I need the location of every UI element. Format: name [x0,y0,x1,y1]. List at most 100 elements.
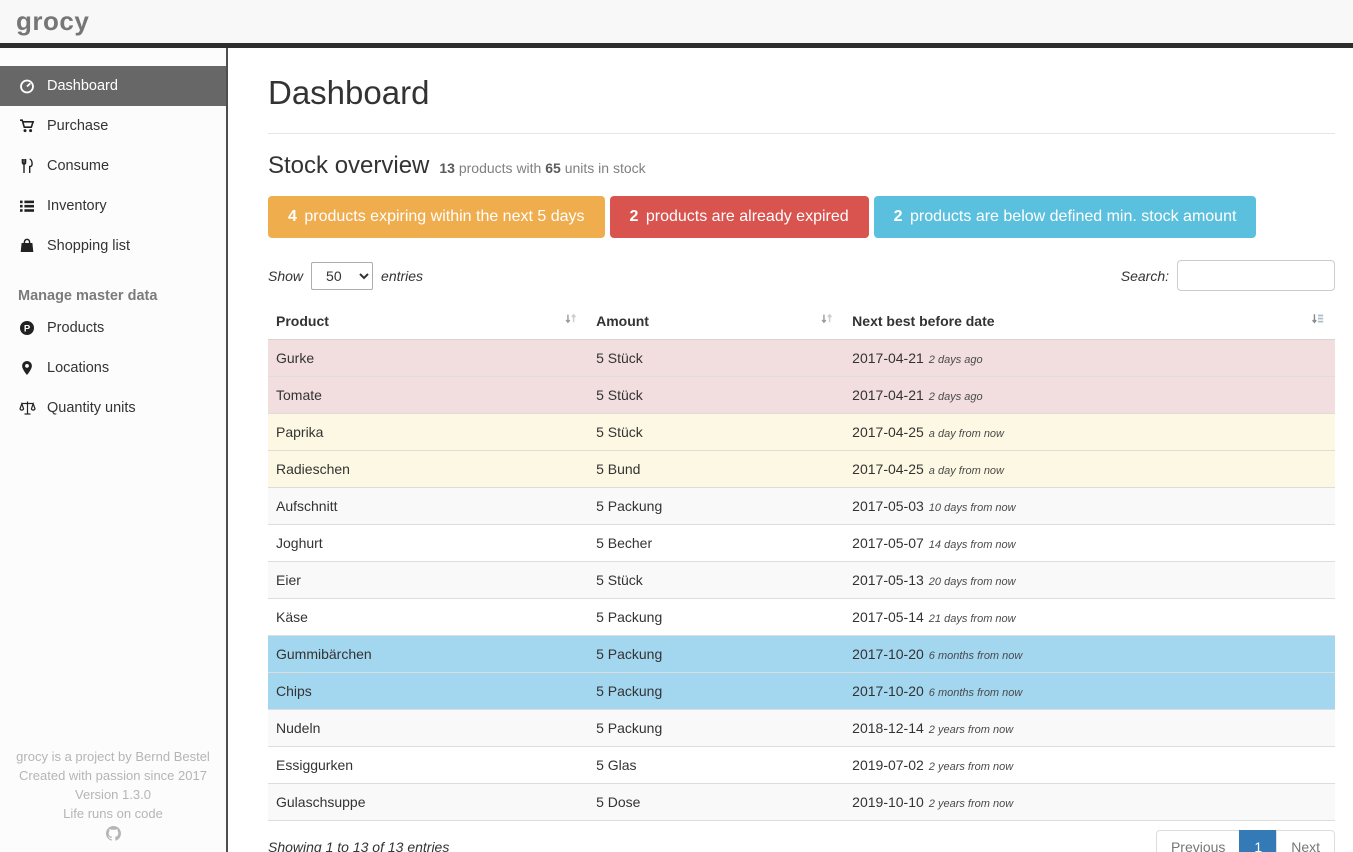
best-before-date: 2018-12-14 [852,720,924,736]
status-badges: 4 products expiring within the next 5 da… [268,196,1335,238]
sidebar-item-products[interactable]: P Products [0,308,226,348]
main-content: Dashboard Stock overview 13 products wit… [230,48,1353,852]
status-badge-2[interactable]: 2 products are below defined min. stock … [873,196,1257,238]
table-row: Gurke 5 Stück 2017-04-21 2 days ago [268,339,1335,377]
relative-time: 20 days from now [928,576,1016,588]
sidebar-item-purchase[interactable]: Purchase [0,106,226,146]
sidebar-footer-line: grocy is a project by Bernd Bestel [16,749,210,764]
stock-overview-title: Stock overview [268,152,430,179]
sidebar-item-inventory[interactable]: Inventory [0,186,226,226]
sidebar: Dashboard Purchase Consume Inventory Shoppin… [0,48,228,852]
column-header-amount[interactable]: Amount [588,303,845,340]
sidebar-item-quantity-units[interactable]: Quantity units [0,388,226,428]
amount-cell: 5 Becher [588,524,845,562]
product-cell: Käse [268,598,589,636]
best-before-cell: 2017-04-21 2 days ago [844,376,1335,414]
dashboard-gauge-icon [18,78,36,94]
relative-time: a day from now [928,465,1004,477]
previous-page-button[interactable]: Previous [1155,830,1241,852]
best-before-date: 2017-04-21 [852,350,924,366]
sidebar-item-dashboard[interactable]: Dashboard [0,66,226,106]
best-before-cell: 2017-10-20 6 months from now [844,635,1335,673]
best-before-cell: 2017-05-03 10 days from now [844,487,1335,525]
sidebar-footer: grocy is a project by Bernd Bestel Create… [0,747,226,846]
best-before-cell: 2017-04-25 a day from now [844,450,1335,488]
amount-cell: 5 Packung [588,635,845,673]
show-label: Show [268,267,304,284]
best-before-date: 2017-05-14 [852,609,924,625]
status-badge-1[interactable]: 2 products are already expired [609,196,869,238]
best-before-cell: 2019-07-02 2 years from now [844,746,1335,784]
best-before-cell: 2017-04-25 a day from now [844,413,1335,451]
table-row: Eier 5 Stück 2017-05-13 20 days from now [268,561,1335,599]
status-badge-0[interactable]: 4 products expiring within the next 5 da… [268,196,605,238]
product-p-circle-icon: P [18,320,36,336]
sidebar-item-label: Products [47,320,105,336]
best-before-date: 2017-05-13 [852,572,924,588]
product-cell: Aufschnitt [268,487,589,525]
product-cell: Nudeln [268,709,589,747]
product-cell: Paprika [268,413,589,451]
search-input[interactable] [1177,260,1335,291]
stock-overview-header: Stock overview 13 products with 65 units… [268,152,1335,180]
relative-time: 6 months from now [928,650,1023,662]
table-row: Chips 5 Packung 2017-10-20 6 months from no… [268,672,1335,710]
sidebar-footer-line: Version 1.3.0 [75,787,151,802]
entries-info: Showing 1 to 13 of 13 entries [268,839,450,852]
best-before-date: 2019-10-10 [852,794,924,810]
product-cell: Essiggurken [268,746,589,784]
sidebar-footer-line: Life runs on code [63,806,163,821]
sidebar-item-consume[interactable]: Consume [0,146,226,186]
sort-amount-asc-icon [1310,312,1325,329]
table-row: Aufschnitt 5 Packung 2017-05-03 10 days fro… [268,487,1335,525]
product-cell: Eier [268,561,589,599]
sidebar-section-heading: Manage master data [18,288,158,304]
table-row: Tomate 5 Stück 2017-04-21 2 days ago [268,376,1335,414]
column-header-best-before-date[interactable]: Next best before date [844,303,1335,340]
units-count: 65 [545,160,561,176]
pagination: Previous 1 Next [1155,830,1335,852]
sidebar-footer-line: Created with passion since 2017 [19,768,207,783]
best-before-cell: 2018-12-14 2 years from now [844,709,1335,747]
entries-select[interactable]: 50 [311,261,374,290]
best-before-cell: 2019-10-10 2 years from now [844,783,1335,821]
best-before-date: 2017-04-25 [852,424,924,440]
sidebar-main-nav: Dashboard Purchase Consume Inventory Shoppin… [0,66,226,266]
sidebar-item-shopping-list[interactable]: Shopping list [0,226,226,266]
github-octocat-icon[interactable] [105,826,121,846]
sidebar-master-nav: P Products Locations Quantity units [0,308,226,428]
next-page-button[interactable]: Next [1276,830,1335,852]
shopping-bag-icon [18,238,36,254]
relative-time: 14 days from now [928,539,1016,551]
relative-time: 2 years from now [928,798,1014,810]
best-before-date: 2017-04-25 [852,461,924,477]
sidebar-item-label: Locations [47,360,110,376]
sort-both-icon [564,312,578,329]
list-icon [18,198,36,214]
relative-time: 2 days ago [928,391,983,403]
best-before-cell: 2017-04-21 2 days ago [844,339,1335,377]
best-before-date: 2017-10-20 [852,683,924,699]
column-header-product[interactable]: Product [268,303,589,340]
sidebar-item-locations[interactable]: Locations [0,348,226,388]
table-header-row: Product Amount Next best before date [268,303,1335,340]
page-title: Dashboard [268,74,430,111]
best-before-cell: 2017-05-07 14 days from now [844,524,1335,562]
amount-cell: 5 Stück [588,413,845,451]
amount-cell: 5 Stück [588,376,845,414]
relative-time: 2 days ago [928,354,983,366]
cutlery-icon [18,158,36,174]
table-row: Essiggurken 5 Glas 2019-07-02 2 years from … [268,746,1335,784]
table-row: Nudeln 5 Packung 2018-12-14 2 years from no… [268,709,1335,747]
sidebar-item-label: Purchase [47,118,109,134]
stock-table: Product Amount Next best before date [268,303,1335,821]
amount-cell: 5 Packung [588,709,845,747]
stock-overview-subtitle: 13 products with 65 units in stock [439,160,645,176]
page-1-button[interactable]: 1 [1239,830,1278,852]
app-logo[interactable]: grocy [16,6,90,36]
top-navbar: grocy [0,0,1353,48]
amount-cell: 5 Packung [588,487,845,525]
relative-time: 21 days from now [928,613,1016,625]
shopping-cart-icon [18,118,36,134]
table-row: Radieschen 5 Bund 2017-04-25 a day from now [268,450,1335,488]
